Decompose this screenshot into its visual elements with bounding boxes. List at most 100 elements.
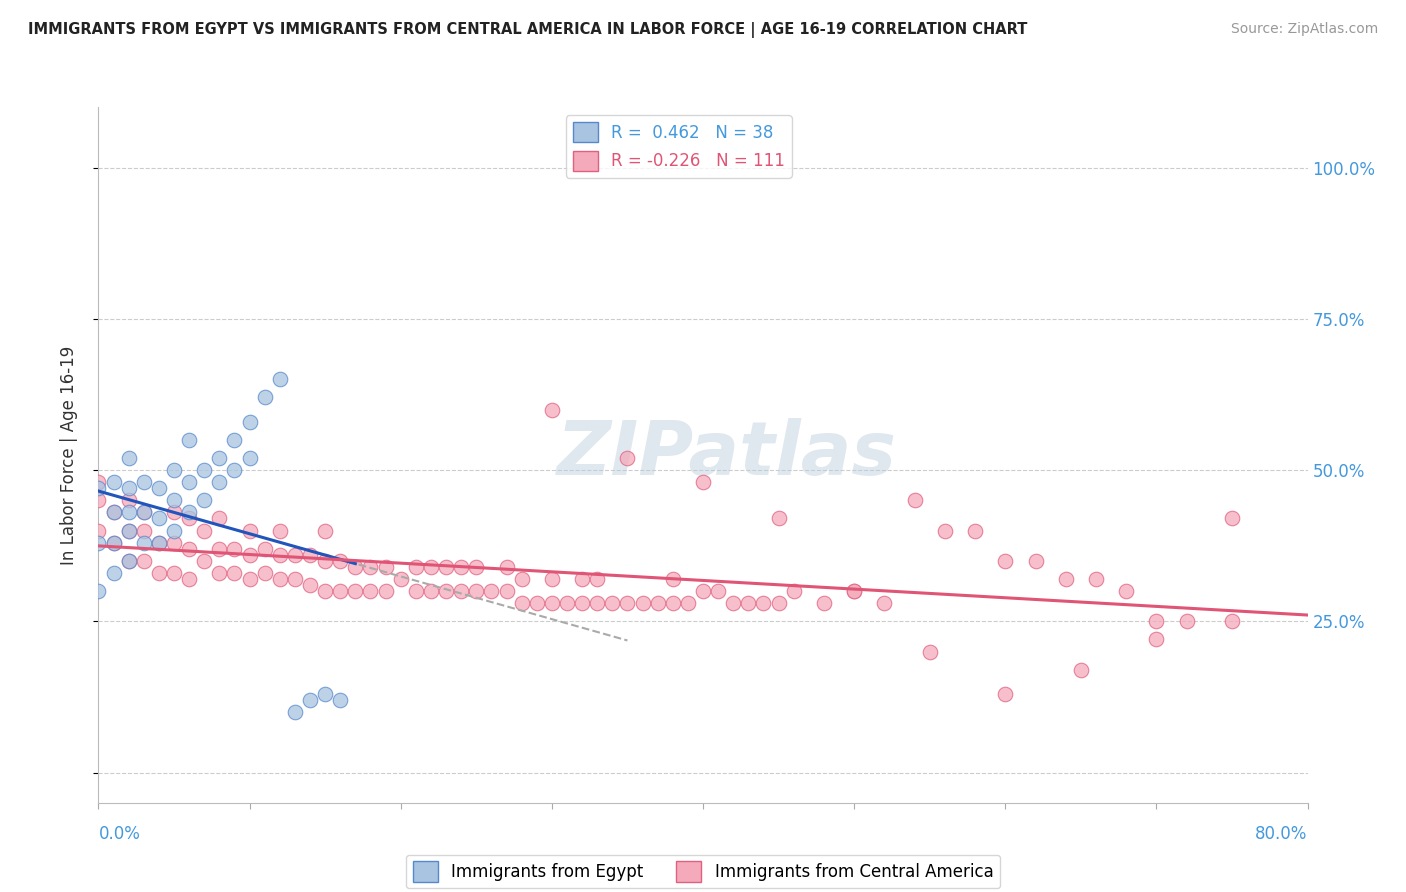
Point (179, 541, 201, 556)
Point (329, 584, 352, 599)
Point (586, 572, 609, 586)
Point (1144, 615, 1167, 629)
Legend: Immigrants from Egypt, Immigrants from Central America: Immigrants from Egypt, Immigrants from C… (406, 855, 1000, 888)
Point (103, 505, 125, 519)
Point (450, 559, 472, 574)
Point (737, 596, 759, 610)
Point (224, 541, 246, 556)
Point (934, 524, 956, 538)
Point (692, 475, 714, 490)
Text: ZIPatlas: ZIPatlas (557, 418, 897, 491)
Point (87, 481, 110, 495)
Point (118, 450, 141, 465)
Point (193, 554, 215, 568)
Point (132, 505, 155, 519)
Point (1070, 663, 1092, 677)
Point (571, 572, 593, 586)
Point (253, 391, 276, 405)
Point (132, 475, 155, 490)
Point (148, 511, 170, 525)
Point (284, 705, 307, 719)
Point (344, 584, 367, 599)
Point (586, 596, 609, 610)
Point (676, 596, 699, 610)
Point (540, 596, 562, 610)
Point (540, 402, 562, 417)
Point (360, 559, 382, 574)
Point (269, 372, 291, 386)
Point (434, 559, 457, 574)
Point (1085, 572, 1108, 586)
Text: 0.0%: 0.0% (98, 825, 141, 843)
Point (103, 475, 125, 490)
Point (284, 548, 307, 562)
Point (132, 505, 155, 519)
Point (132, 524, 155, 538)
Point (269, 572, 291, 586)
Point (208, 450, 231, 465)
Point (1144, 632, 1167, 647)
Point (904, 493, 927, 508)
Point (314, 554, 336, 568)
Y-axis label: In Labor Force | Age 16-19: In Labor Force | Age 16-19 (59, 345, 77, 565)
Point (103, 566, 125, 580)
Point (405, 559, 427, 574)
Point (87, 493, 110, 508)
Point (707, 584, 730, 599)
Point (389, 572, 412, 586)
Point (1054, 572, 1077, 586)
Point (132, 535, 155, 549)
Point (329, 554, 352, 568)
Point (918, 644, 941, 658)
Point (405, 584, 427, 599)
Point (994, 554, 1017, 568)
Point (208, 566, 231, 580)
Point (87, 584, 110, 599)
Point (465, 559, 488, 574)
Point (555, 596, 578, 610)
Point (208, 511, 231, 525)
Point (329, 693, 352, 707)
Point (481, 584, 503, 599)
Point (540, 572, 562, 586)
Point (495, 559, 517, 574)
Point (374, 559, 396, 574)
Point (813, 596, 835, 610)
Point (148, 566, 170, 580)
Point (662, 596, 685, 610)
Point (1220, 615, 1243, 629)
Point (1220, 511, 1243, 525)
Point (783, 584, 806, 599)
Point (434, 584, 457, 599)
Point (994, 687, 1017, 701)
Point (148, 535, 170, 549)
Text: Source: ZipAtlas.com: Source: ZipAtlas.com (1230, 22, 1378, 37)
Point (344, 559, 367, 574)
Point (299, 693, 322, 707)
Point (602, 596, 624, 610)
Point (510, 572, 533, 586)
Point (103, 535, 125, 549)
Point (314, 584, 336, 599)
Point (239, 524, 262, 538)
Point (752, 596, 775, 610)
Point (163, 566, 186, 580)
Point (314, 687, 336, 701)
Point (844, 584, 866, 599)
Point (692, 584, 714, 599)
Point (179, 433, 201, 447)
Point (239, 450, 262, 465)
Point (118, 524, 141, 538)
Point (631, 596, 654, 610)
Point (314, 524, 336, 538)
Point (163, 463, 186, 477)
Point (1115, 584, 1137, 599)
Point (208, 475, 231, 490)
Text: 80.0%: 80.0% (1256, 825, 1308, 843)
Point (87, 535, 110, 549)
Point (148, 481, 170, 495)
Point (103, 535, 125, 549)
Point (239, 572, 262, 586)
Point (87, 475, 110, 490)
Point (844, 584, 866, 599)
